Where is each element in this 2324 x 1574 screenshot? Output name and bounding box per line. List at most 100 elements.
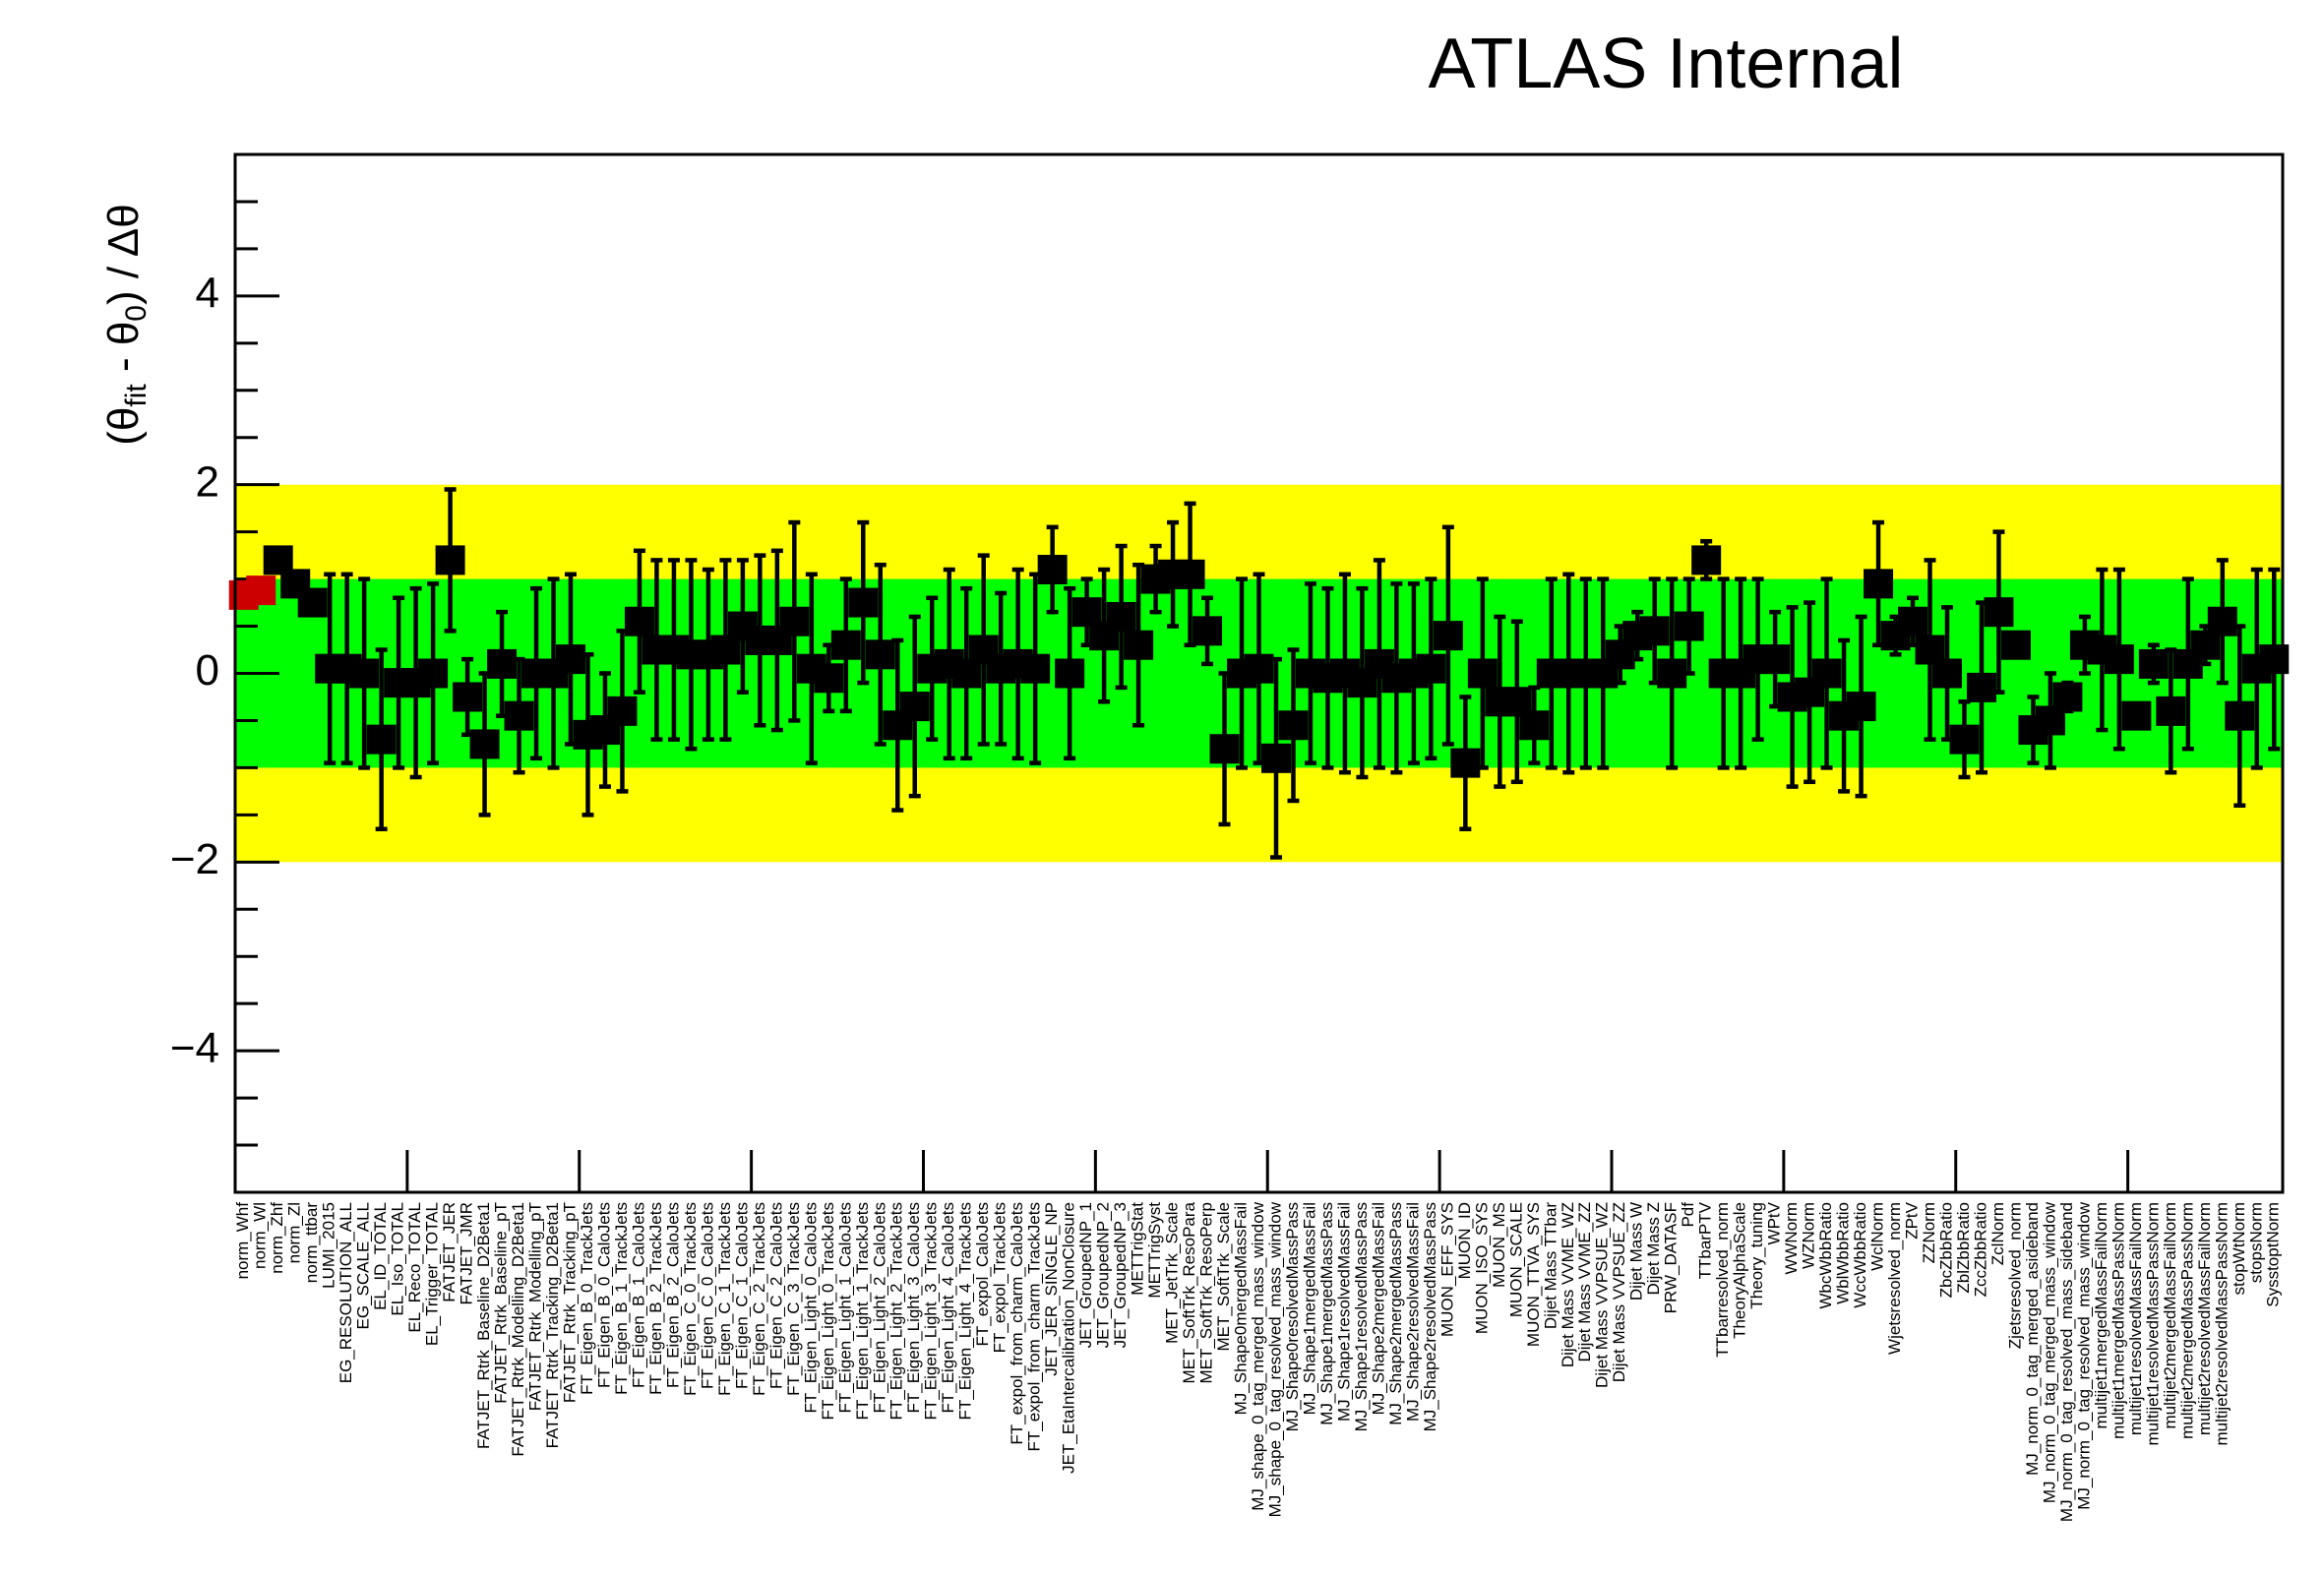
marker <box>1209 734 1240 764</box>
marker <box>1193 616 1223 646</box>
x-tick-label: norm_Whf <box>233 1202 252 1280</box>
marker <box>453 682 483 712</box>
x-tick-label: Wjetsresolved_norm <box>1885 1202 1904 1355</box>
x-tick-label: Dijet Mass VVME_WZ <box>1559 1202 1577 1367</box>
x-tick-label: FATJET_Rtrk_Tracking_pT <box>560 1202 579 1403</box>
x-tick-label: WWNorm <box>1782 1202 1801 1275</box>
x-tick-label: MET_SoftTrk_Scale <box>1214 1202 1233 1351</box>
y-tick-label: 0 <box>196 646 219 695</box>
x-tick-label: norm_Wl <box>251 1202 270 1269</box>
marker <box>1519 710 1550 741</box>
marker <box>349 658 380 689</box>
x-tick-label: Zjetsresolved_norm <box>2005 1202 2024 1349</box>
x-tick-label: multijet1resolvedMassFailNorm <box>2126 1202 2145 1435</box>
x-tick-label: FT_Eigen_C_1_TrackJets <box>715 1202 734 1396</box>
y-axis-label-part: ) / Δθ <box>99 204 148 305</box>
x-tick-label: FT_Eigen_C_0_TrackJets <box>681 1202 700 1396</box>
x-tick-label: WclNorm <box>1868 1202 1887 1271</box>
x-tick-label: TTbarPTV <box>1696 1201 1715 1279</box>
x-tick-label: multijet2resolvedMassPassNorm <box>2212 1202 2231 1446</box>
x-tick-label: MJ_Shape2resolvedMassFail <box>1403 1202 1422 1422</box>
marker <box>1760 644 1791 675</box>
x-tick-label: Dijet Mass TTbar <box>1541 1202 1560 1329</box>
marker <box>2052 682 2083 712</box>
x-tick-label: FT_Eigen_B_1_TrackJets <box>612 1202 631 1395</box>
chart-title: ATLAS Internal <box>1429 25 1904 103</box>
x-tick-label: TTbarresolved_norm <box>1713 1202 1732 1358</box>
x-tick-label: Dijet Mass VVPSUE_ZZ <box>1610 1202 1628 1382</box>
x-tick-label: FT_Eigen_Light_2_CaloJets <box>870 1202 888 1414</box>
marker <box>865 639 895 670</box>
x-tick-label: multijet1mergedMassPassNorm <box>2109 1202 2127 1439</box>
x-tick-label: MET_JetTrk_Scale <box>1163 1202 1182 1344</box>
x-tick-label: FATJET_Rtrk_Baseline_D2Beta1 <box>474 1202 493 1449</box>
marker <box>2121 700 2152 731</box>
x-tick-label: FT_Eigen_B_1_CaloJets <box>629 1202 647 1388</box>
x-tick-label: FT_Eigen_C_2_TrackJets <box>750 1202 768 1396</box>
marker <box>1020 653 1051 684</box>
x-tick-label: FT_Eigen_Light_4_TrackJets <box>956 1202 975 1420</box>
x-tick-label: FATJET_Rtrk_Tracking_D2Beta1 <box>543 1202 562 1448</box>
y-axis-label-part: fit <box>120 384 153 407</box>
x-tick-label: FATJET_JMR <box>458 1202 476 1305</box>
x-tick-label: MUON_EFF_SYS <box>1437 1202 1456 1337</box>
x-tick-label: WccWbbRatio <box>1851 1202 1869 1308</box>
x-tick-label: FT_Eigen_C_0_CaloJets <box>698 1202 716 1389</box>
marker <box>1278 710 1309 741</box>
x-tick-label: FT_Eigen_B_0_TrackJets <box>578 1202 596 1395</box>
x-tick-label: WPtV <box>1765 1201 1784 1244</box>
marker <box>1416 653 1446 684</box>
x-tick-label: MJ_Shape1resolvedMassPass <box>1352 1202 1371 1431</box>
x-tick-label: FT_expol_CaloJets <box>973 1202 992 1346</box>
marker <box>814 663 844 694</box>
x-tick-label: MUON_ISO_SYS <box>1472 1202 1491 1334</box>
x-tick-label: MJ_Shape1resolvedMassFail <box>1334 1202 1353 1422</box>
marker <box>1984 597 2014 628</box>
x-tick-label: JET_JER_SINGLE_NP <box>1042 1202 1061 1376</box>
x-tick-label: SysstoptNorm <box>2264 1202 2283 1307</box>
marker <box>418 658 449 689</box>
x-tick-label: MUON_TTVA_SYS <box>1524 1202 1543 1347</box>
x-tick-label: METTrigStat <box>1129 1202 1147 1296</box>
x-tick-label: EG_RESOLUTION_ALL <box>336 1202 355 1383</box>
x-tick-label: Theory_tuning <box>1747 1202 1766 1309</box>
y-tick-label: −2 <box>170 835 219 883</box>
x-tick-label: FATJET_JER <box>440 1202 459 1302</box>
y-tick-label: 2 <box>196 457 219 506</box>
x-tick-label: ZccZbbRatio <box>1971 1202 1989 1297</box>
x-tick-label: MET_SoftTrk_ResoPara <box>1180 1201 1198 1383</box>
x-tick-label: TheoryAlphaScale <box>1731 1202 1749 1339</box>
y-axis-label-part: - θ <box>99 322 148 385</box>
x-tick-label: FT_Eigen_Light_3_TrackJets <box>922 1202 941 1420</box>
x-tick-label: multijet2resolvedMassFailNorm <box>2195 1202 2214 1435</box>
x-tick-label: MJ_Shape1mergedMassFail <box>1300 1202 1318 1415</box>
x-tick-label: EL_Iso_TOTAL <box>389 1202 407 1316</box>
x-tick-label: MUON_MS <box>1490 1202 1508 1288</box>
x-tick-label: norm_Zhf <box>268 1202 286 1274</box>
x-tick-label: FT_expol_from_charm_CaloJets <box>1008 1202 1026 1445</box>
x-tick-label: WbcWbbRatio <box>1816 1202 1835 1309</box>
x-tick-label: MJ_norm_0_tag_resolved_mass_window <box>2074 1201 2093 1509</box>
marker <box>899 692 930 722</box>
x-tick-label: ZbcZbbRatio <box>1936 1202 1955 1298</box>
x-tick-label: FT_Eigen_Light_0_CaloJets <box>801 1202 820 1414</box>
marker <box>487 648 518 679</box>
marker <box>1175 559 1205 589</box>
marker <box>1467 658 1498 689</box>
x-tick-label: FT_Eigen_C_3_TrackJets <box>784 1202 803 1396</box>
x-tick-label: JET_GroupedNP_2 <box>1094 1202 1113 1348</box>
y-axis-label-part: 0 <box>120 305 153 322</box>
x-tick-label: FT_Eigen_C_2_CaloJets <box>766 1202 785 1389</box>
y-tick-label: −4 <box>170 1024 219 1072</box>
x-tick-label: MJ_Shape2mergedMassFail <box>1369 1202 1387 1415</box>
x-tick-label: EG_SCALE_ALL <box>354 1202 373 1329</box>
x-tick-label: MJ_shape_0_tag_resolved_mass_window <box>1265 1201 1284 1517</box>
marker <box>1657 658 1687 689</box>
x-tick-label: MUON_ID <box>1455 1202 1474 1279</box>
marker <box>1260 743 1291 773</box>
marker <box>1931 658 1962 689</box>
x-tick-label: JET_GroupedNP_3 <box>1111 1202 1130 1348</box>
marker <box>469 729 500 759</box>
x-tick-label: METTrigSyst <box>1145 1202 1164 1299</box>
